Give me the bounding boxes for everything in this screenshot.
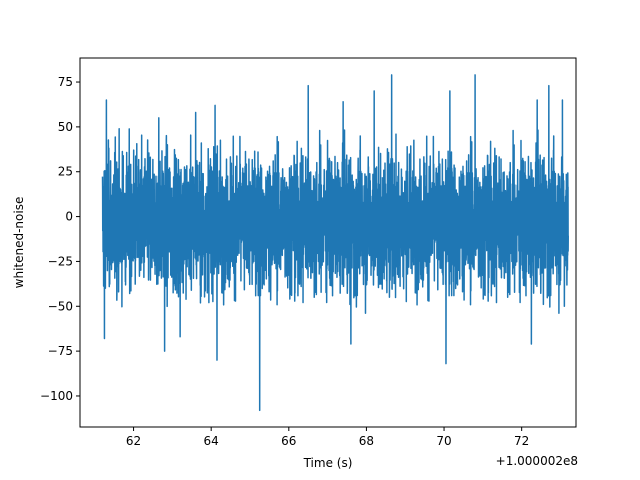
axes-frame — [79, 57, 577, 428]
series-line — [101, 74, 569, 412]
x-tick-label: 66 — [281, 434, 296, 448]
x-axis-ticks: 62 64 66 68 70 72 — [126, 427, 529, 448]
y-tick-label: 0 — [65, 210, 73, 224]
y-tick-label: −50 — [48, 299, 73, 313]
series-layer — [101, 74, 569, 412]
y-axis-label: whitened-noise — [12, 197, 26, 289]
y-tick-label: −25 — [48, 254, 73, 268]
x-tick-label: 62 — [126, 434, 141, 448]
x-axis-offset-label: +1.000002e8 — [496, 454, 578, 468]
y-tick-label: 25 — [58, 165, 73, 179]
y-tick-label: 50 — [58, 120, 73, 134]
x-tick-label: 70 — [436, 434, 451, 448]
x-tick-label: 68 — [359, 434, 374, 448]
y-tick-label: −75 — [48, 344, 73, 358]
y-tick-label: 75 — [58, 75, 73, 89]
x-tick-label: 64 — [204, 434, 219, 448]
x-axis-label: Time (s) — [303, 456, 353, 470]
y-tick-label: −100 — [40, 389, 73, 403]
y-axis-ticks: −100 −75 −50 −25 0 25 50 75 — [40, 75, 80, 403]
x-tick-label: 72 — [514, 434, 529, 448]
